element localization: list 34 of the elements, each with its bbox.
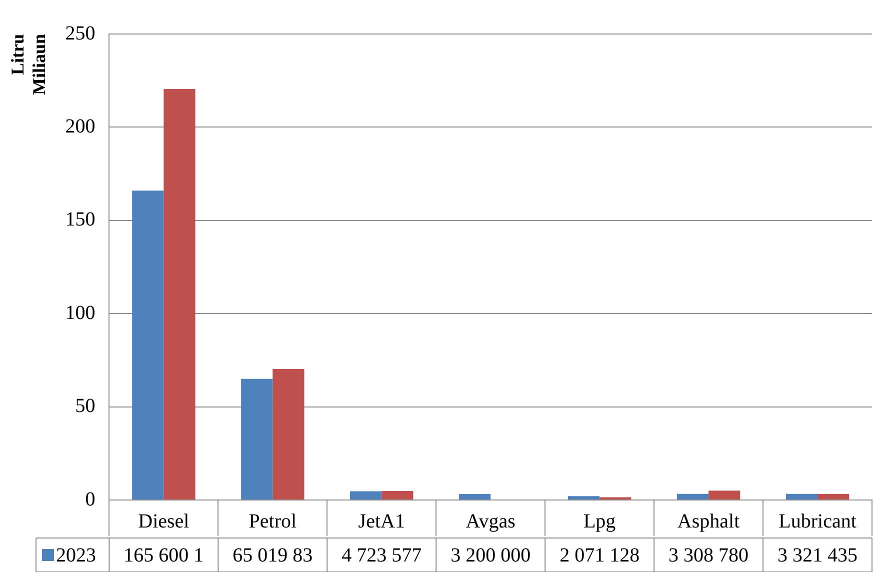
text: 4 723 577 — [342, 544, 422, 566]
x-tick-label: Lubricant — [778, 510, 857, 532]
bar — [786, 494, 818, 500]
bar — [272, 368, 304, 500]
bar — [350, 491, 382, 500]
bar — [382, 491, 414, 500]
text: 165 600 1 — [124, 544, 204, 566]
y-tick-label: 100 — [65, 302, 96, 324]
bar — [132, 190, 164, 500]
x-tick-label: Lpg — [583, 510, 616, 532]
text: 3 200 000 — [450, 544, 531, 566]
text: 2 071 128 — [560, 544, 640, 566]
bar — [459, 494, 491, 500]
x-tick-label: JetA1 — [358, 510, 405, 532]
bar — [568, 496, 600, 500]
x-tick-label: Petrol — [248, 510, 297, 532]
y-axis-title: Litru Miliaun — [7, 34, 50, 96]
y-tick-label: 150 — [65, 208, 96, 231]
y-tick-label: 0 — [85, 488, 96, 510]
y-tick-label: 250 — [65, 22, 96, 44]
text: 65 019 83 — [232, 544, 313, 566]
y-tick-label: 200 — [65, 115, 96, 138]
bar — [818, 494, 850, 500]
x-tick-label: Asphalt — [677, 510, 740, 532]
legend-label: 2023 — [56, 544, 96, 566]
bar — [164, 88, 196, 500]
text: 3 321 435 — [778, 544, 858, 566]
text: 3 308 780 — [668, 544, 749, 566]
x-tick-label: Diesel — [138, 510, 190, 532]
bar — [708, 490, 740, 500]
x-tick-label: Avgas — [466, 510, 516, 532]
y-tick-label: 50 — [75, 395, 96, 418]
bar — [676, 494, 709, 500]
bar — [241, 378, 273, 500]
